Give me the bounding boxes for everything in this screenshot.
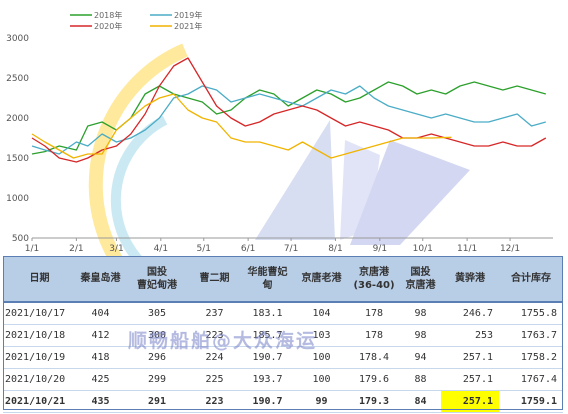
x-tick-label: 8/1 (328, 244, 342, 254)
x-tick-label: 6/1 (241, 244, 255, 254)
legend-label: 2021年 (174, 21, 202, 31)
table-cell: 253 (441, 324, 499, 347)
table-cell: 179.6 (348, 368, 400, 391)
watermark-text: 顺畅船舶@大众海运 (128, 330, 318, 352)
y-tick-label: 1500 (6, 154, 29, 164)
table-cell: 1755.8 (499, 302, 563, 325)
legend-label: 2020年 (94, 21, 122, 31)
table-cell: 2021/10/17 (3, 302, 76, 325)
table-row: 2021/10/18 412 300 223 185.7 103 178 98 253 1763.… (3, 324, 563, 347)
table-cell: 2021/10/18 (3, 324, 76, 347)
table-cell: 99 (295, 390, 348, 413)
table-cell: 237 (189, 302, 240, 325)
x-tick-label: 12/1 (500, 244, 520, 254)
watermark-logo (88, 43, 470, 256)
header-jingtang-old: 京唐老港 (295, 256, 348, 303)
series-line-2 (31, 85, 546, 155)
table-cell: 224 (189, 346, 240, 369)
x-tick-label: 11/1 (457, 244, 477, 254)
table-cell: 246.7 (441, 302, 499, 325)
table-cell: 296 (125, 346, 189, 369)
header-guotou-jingtang: 国投 京唐港 (400, 256, 441, 303)
table-cell: 412 (76, 324, 125, 347)
table-cell: 190.7 (240, 390, 295, 413)
table-cell: 257.1 (441, 368, 499, 391)
table-cell: 1759.1 (499, 390, 563, 413)
header-huaneng-caofeidian: 华能曹妃 甸 (240, 256, 295, 303)
x-tick-label: 9/1 (373, 244, 387, 254)
table-cell: 178.4 (348, 346, 400, 369)
table-cell: 100 (295, 368, 348, 391)
header-date: 日期 (3, 256, 76, 303)
table-cell: 183.1 (240, 302, 295, 325)
table-cell: 104 (295, 302, 348, 325)
table-cell: 223 (189, 390, 240, 413)
y-tick-label: 2000 (6, 114, 29, 124)
table-cell: 2021/10/19 (3, 346, 76, 369)
y-tick-label: 3000 (6, 34, 29, 44)
table-cell: 305 (125, 302, 189, 325)
header-guotou-caofeidian: 国投 曹妃甸港 (125, 256, 189, 303)
legend-label: 2018年 (94, 10, 122, 20)
table-cell: 300 (125, 324, 189, 347)
x-tick-label: 3/1 (109, 244, 123, 254)
table-cell: 257.1 (441, 346, 499, 369)
series-line-3 (31, 57, 547, 163)
table-cell: 103 (295, 324, 348, 347)
x-tick-label: 5/1 (197, 244, 211, 254)
header-qinhuangdao: 秦皇岛港 (76, 256, 125, 303)
table-cell: 291 (125, 390, 189, 413)
table-cell: 2021/10/20 (3, 368, 76, 391)
x-tick-label: 10/1 (413, 244, 433, 254)
table-cell: 193.7 (240, 368, 295, 391)
table-cell: 425 (76, 368, 125, 391)
chart-area: 500 1000 1500 2000 2500 3000 1/1 2/1 3/1 4/1 5/1 6/… (6, 10, 553, 256)
table-cell: 1758.2 (499, 346, 563, 369)
table-cell: 1763.7 (499, 324, 563, 347)
header-jingtang-36-40: 京唐港 (36-40) (348, 256, 400, 303)
table-cell: 84 (400, 390, 441, 413)
table-header-row: 日期 秦皇岛港 国投 曹妃甸港 曹二期 华能曹妃 甸 京唐老港 京唐港 (36-… (3, 256, 563, 303)
table-cell: 223 (189, 324, 240, 347)
table-cell: 100 (295, 346, 348, 369)
table-row: 2021/10/21 435 291 223 190.7 99 179.3 84 257.1 17… (3, 390, 563, 413)
table-cell: 98 (400, 324, 441, 347)
series-line-4 (31, 93, 452, 159)
table-cell: 98 (400, 302, 441, 325)
table-cell: 88 (400, 368, 441, 391)
x-tick-label: 1/1 (25, 244, 39, 254)
table-cell: 179.3 (348, 390, 400, 413)
table-cell: 225 (189, 368, 240, 391)
legend-label: 2019年 (174, 10, 202, 20)
table-cell: 94 (400, 346, 441, 369)
port-stock-table: 日期 秦皇岛港 国投 曹妃甸港 曹二期 华能曹妃 甸 京唐老港 京唐港 (36-… (3, 256, 563, 413)
x-tick-label: 7/1 (284, 244, 298, 254)
y-tick-label: 1000 (6, 194, 29, 204)
header-total: 合计库存 (499, 256, 563, 303)
table-cell: 178 (348, 324, 400, 347)
table-row: 2021/10/17 404 305 237 183.1 104 178 98 246.7 175… (3, 302, 563, 325)
table-cell: 190.7 (240, 346, 295, 369)
table-row: 2021/10/20 425 299 225 193.7 100 179.6 88 257.1 1… (3, 368, 563, 391)
line-chart: 500 1000 1500 2000 2500 3000 1/1 2/1 3/1 4/1 5/1 6/… (6, 10, 553, 256)
axes: 500 1000 1500 2000 2500 3000 1/1 2/1 3/1 4/1 5/1 6/… (6, 34, 553, 254)
table-cell: 178 (348, 302, 400, 325)
table-cell: 1767.4 (499, 368, 563, 391)
table-cell: 257.1 (441, 390, 499, 413)
table-cell: 185.7 (240, 324, 295, 347)
x-tick-label: 2/1 (69, 244, 83, 254)
table-cell: 404 (76, 302, 125, 325)
y-tick-label: 2500 (6, 74, 29, 84)
table-cell: 299 (125, 368, 189, 391)
table-row: 2021/10/19 418 296 224 190.7 100 178.4 94 257.1 1… (3, 346, 563, 369)
table-cell: 2021/10/21 (3, 390, 76, 413)
table-cell: 435 (76, 390, 125, 413)
legend: 2018年 2019年 2020年 2021年 (70, 10, 202, 31)
series-layer (31, 57, 547, 163)
header-cao-phase2: 曹二期 (189, 256, 240, 303)
x-tick-label: 4/1 (154, 244, 168, 254)
table-cell: 418 (76, 346, 125, 369)
y-tick-label: 500 (12, 234, 29, 244)
header-huanghua: 黄骅港 (441, 256, 499, 303)
